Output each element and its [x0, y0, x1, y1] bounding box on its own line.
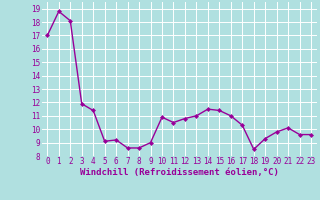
- X-axis label: Windchill (Refroidissement éolien,°C): Windchill (Refroidissement éolien,°C): [80, 168, 279, 177]
